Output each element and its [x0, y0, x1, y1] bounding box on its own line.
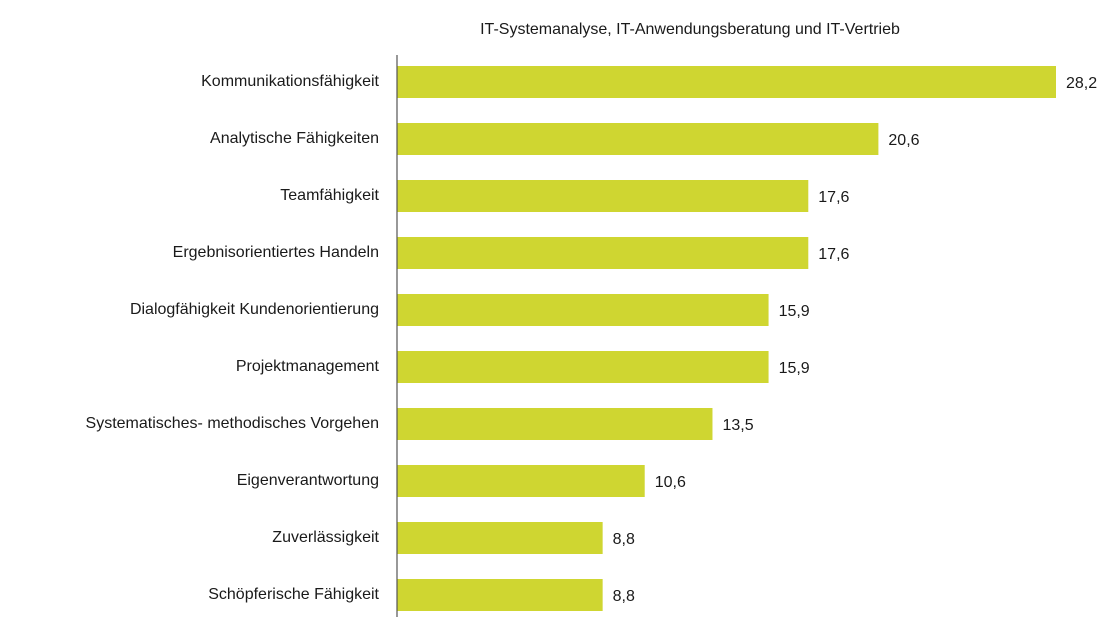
- category-label: Systematisches- methodisches Vorgehen: [86, 415, 379, 432]
- bar: [397, 66, 1056, 98]
- category-label: Teamfähigkeit: [280, 187, 379, 204]
- category-label: Dialogfähigkeit Kundenorientierung: [130, 301, 379, 318]
- value-label: 17,6: [818, 189, 849, 206]
- category-label: Ergebnisorientiertes Handeln: [173, 244, 379, 261]
- value-label: 15,9: [779, 360, 810, 377]
- category-label: Schöpferische Fähigkeit: [208, 586, 379, 603]
- category-label: Analytische Fähigkeiten: [210, 130, 379, 147]
- bar: [397, 408, 713, 440]
- category-label: Kommunikationsfähigkeit: [201, 73, 379, 90]
- bar: [397, 522, 603, 554]
- bar: [397, 123, 879, 155]
- bar: [397, 579, 603, 611]
- category-label: Zuverlässigkeit: [272, 529, 379, 546]
- category-label: Projektmanagement: [236, 358, 380, 375]
- category-label: Eigenverantwortung: [237, 472, 379, 489]
- bar: [397, 180, 809, 212]
- bar: [397, 351, 769, 383]
- value-label: 8,8: [613, 588, 635, 605]
- value-label: 10,6: [655, 474, 686, 491]
- bar: [397, 237, 809, 269]
- bar: [397, 294, 769, 326]
- value-label: 8,8: [613, 531, 635, 548]
- value-label: 13,5: [722, 417, 753, 434]
- value-label: 15,9: [779, 303, 810, 320]
- chart-title: IT-Systemanalyse, IT-Anwendungsberatung …: [480, 21, 900, 38]
- bar: [397, 465, 645, 497]
- value-label: 28,2: [1066, 75, 1097, 92]
- value-label: 20,6: [888, 132, 919, 149]
- value-label: 17,6: [818, 246, 849, 263]
